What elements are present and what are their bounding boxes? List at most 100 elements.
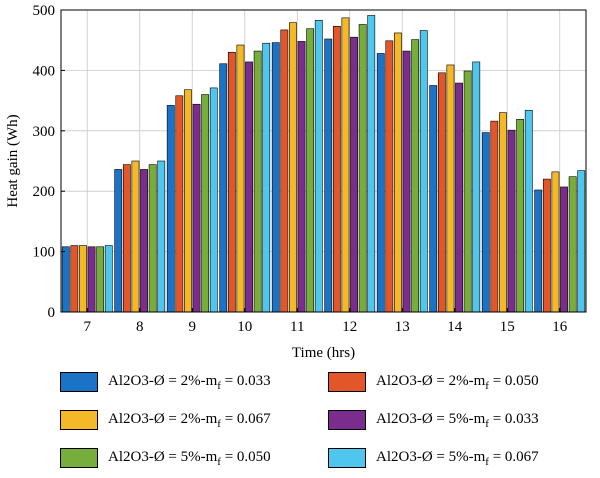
bar [577, 170, 586, 313]
bar [140, 169, 148, 313]
bar [367, 15, 376, 313]
bar [490, 120, 499, 313]
legend-item: Al2O3-Ø = 5%-mf = 0.050 [60, 446, 271, 470]
x-tick-label: 10 [237, 319, 252, 335]
bar [306, 28, 315, 313]
bar [314, 19, 323, 313]
legend-label-subscript: f [217, 417, 221, 430]
bar [542, 178, 551, 313]
legend-swatch [328, 410, 366, 430]
legend-swatch [328, 372, 366, 392]
bar [350, 36, 358, 313]
bar [87, 246, 96, 313]
bar [201, 94, 210, 313]
x-tick-label: 8 [136, 319, 144, 335]
bar [61, 246, 70, 313]
bar [376, 53, 385, 313]
x-tick-label: 9 [189, 319, 197, 335]
bar [568, 176, 577, 313]
legend-label: Al2O3-Ø = 5%-mf = 0.033 [376, 411, 539, 430]
y-tick-label: 300 [33, 124, 56, 140]
bar [437, 72, 446, 313]
bars [61, 15, 586, 313]
bar-chart: 0 100 200 300 400 500 7 8 9 10 11 12 13 14 15 16 Heat … [5, 3, 587, 361]
legend-label-value: = 0.050 [220, 448, 271, 465]
legend-swatch [60, 448, 98, 468]
legend-label-value: = 0.033 [488, 410, 539, 427]
y-tick-label: 200 [33, 184, 56, 200]
legend-label-value: = 0.067 [488, 448, 539, 465]
gridlines [61, 9, 586, 313]
legend-label-subscript: f [217, 455, 221, 468]
bar [280, 29, 289, 313]
bar [341, 17, 350, 313]
legend-label: Al2O3-Ø = 2%-mf = 0.067 [108, 411, 271, 430]
legend-label-value: = 0.050 [488, 372, 539, 389]
legend-label-subscript: f [485, 417, 489, 430]
bar [175, 95, 184, 313]
legend-label-main: Al2O3-Ø = 5%-m [376, 448, 486, 465]
bar [332, 26, 341, 313]
bar [245, 61, 253, 313]
x-tick-label: 7 [84, 319, 92, 335]
bar [219, 63, 228, 313]
bar [104, 245, 113, 313]
x-axis-ticks: 7 8 9 10 11 12 13 14 15 16 [84, 308, 568, 335]
y-tick-label: 500 [33, 3, 56, 19]
bar [472, 61, 481, 313]
bar [289, 22, 297, 313]
bar [507, 129, 516, 313]
legend-label-main: Al2O3-Ø = 2%-m [108, 410, 218, 427]
bar [324, 38, 333, 313]
bar [271, 42, 280, 313]
legend-label: Al2O3-Ø = 2%-mf = 0.050 [376, 373, 539, 392]
legend-label-main: Al2O3-Ø = 5%-m [376, 410, 486, 427]
legend-label: Al2O3-Ø = 2%-mf = 0.033 [108, 373, 271, 392]
bar [429, 85, 438, 313]
bar [70, 245, 79, 313]
y-axis-label: Heat gain (Wh) [5, 114, 21, 207]
y-tick-label: 0 [48, 305, 56, 321]
bar [157, 160, 166, 313]
x-tick-label: 15 [500, 319, 515, 335]
bar [79, 245, 87, 313]
bar [236, 44, 245, 313]
legend-label-subscript: f [485, 379, 489, 392]
bar [148, 164, 157, 313]
x-tick-label: 16 [552, 319, 568, 335]
bar [499, 112, 507, 313]
y-axis-ticks: 0 100 200 300 400 500 [33, 3, 65, 321]
x-tick-label: 12 [342, 319, 357, 335]
legend-label-subscript: f [485, 455, 489, 468]
x-tick-label: 11 [290, 319, 304, 335]
legend-label-main: Al2O3-Ø = 5%-m [108, 448, 218, 465]
legend-label-subscript: f [217, 379, 221, 392]
x-tick-label: 13 [395, 319, 410, 335]
x-tick-label: 14 [447, 319, 463, 335]
legend-label: Al2O3-Ø = 5%-mf = 0.050 [108, 449, 271, 468]
legend-item: Al2O3-Ø = 2%-mf = 0.050 [328, 370, 539, 394]
bar [534, 189, 543, 313]
legend-item: Al2O3-Ø = 5%-mf = 0.067 [328, 446, 539, 470]
bar [411, 39, 420, 313]
bar [192, 103, 201, 313]
bar [481, 132, 490, 313]
bar [358, 24, 367, 313]
legend-item: Al2O3-Ø = 5%-mf = 0.033 [328, 408, 539, 432]
bar [166, 105, 175, 313]
y-tick-label: 100 [33, 245, 56, 261]
bar [114, 169, 123, 313]
bar [419, 30, 428, 313]
bar [455, 82, 463, 313]
bar [516, 119, 525, 313]
bar [446, 64, 455, 313]
legend-label-main: Al2O3-Ø = 2%-m [376, 372, 486, 389]
bar [131, 160, 140, 313]
legend-label-value: = 0.033 [220, 372, 271, 389]
bar [122, 164, 131, 313]
bar [524, 109, 533, 313]
bar [385, 40, 394, 313]
bar [394, 32, 402, 313]
bar [402, 50, 411, 313]
bar [560, 186, 568, 313]
